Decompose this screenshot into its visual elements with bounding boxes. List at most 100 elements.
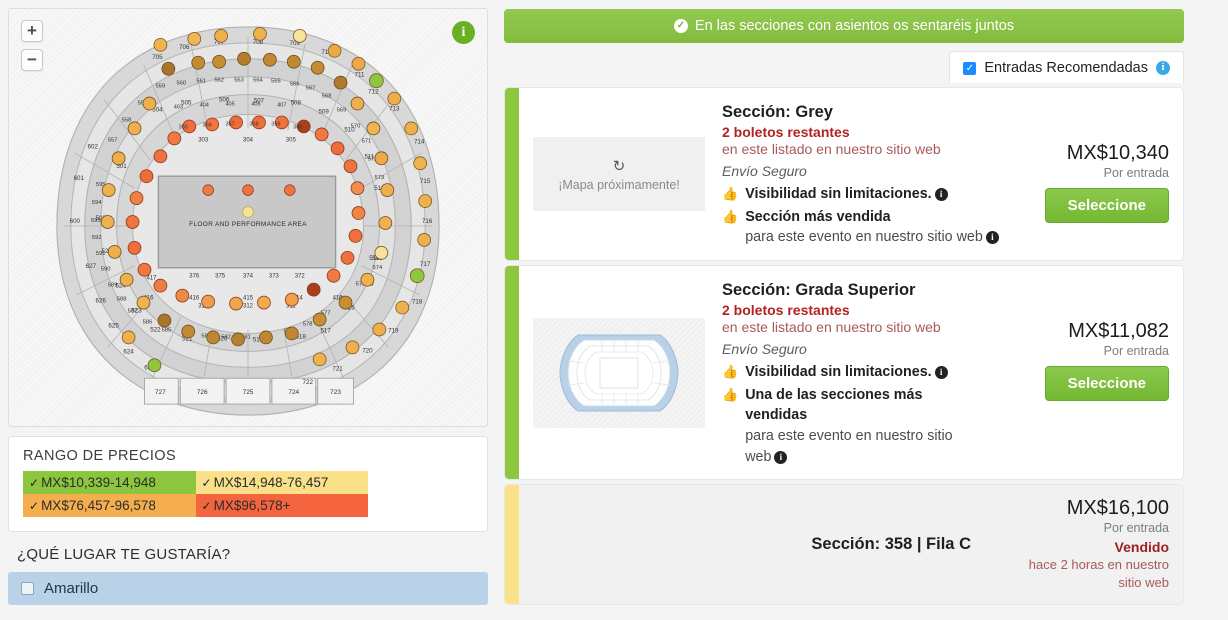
checkbox-checked-icon[interactable]: ✓ (963, 61, 977, 75)
svg-text:521: 521 (182, 335, 193, 342)
svg-text:593: 593 (91, 218, 101, 224)
svg-text:724: 724 (288, 389, 299, 396)
seating-map-graphic[interactable]: FLOOR AND PERFORMANCE AREA 727 726 725 7… (9, 9, 487, 426)
svg-text:415: 415 (243, 296, 254, 302)
svg-text:502: 502 (96, 215, 107, 222)
svg-text:625: 625 (108, 322, 119, 329)
svg-text:716: 716 (422, 218, 433, 225)
seating-map-card[interactable]: + − i (8, 8, 488, 427)
listing-remaining-count: 2 boletos restantes (722, 302, 850, 319)
svg-text:373: 373 (269, 274, 280, 280)
info-icon[interactable]: i (934, 187, 948, 201)
feature-note: para este evento en nuestro sitio web (745, 229, 983, 246)
venue-option-label: Amarillo (44, 580, 99, 597)
svg-text:504: 504 (152, 107, 163, 114)
listing-accent-bar (505, 485, 519, 604)
price-chip-4[interactable]: ✓ MX$96,578+ (195, 494, 368, 517)
svg-text:722: 722 (302, 379, 313, 386)
svg-text:416: 416 (189, 296, 200, 302)
svg-text:595: 595 (96, 182, 106, 188)
price-chip-4-label: MX$96,578+ (213, 498, 291, 513)
sold-listing-section: Sección: 358 | Fila C (811, 535, 971, 554)
listing-body: Sección: Grada Superior 2 boletos restan… (519, 266, 1183, 479)
svg-text:305: 305 (286, 137, 297, 143)
svg-text:568: 568 (322, 94, 332, 100)
svg-text:406: 406 (251, 102, 260, 108)
svg-text:508: 508 (291, 100, 302, 107)
listing-price-unit: Por entrada (1103, 344, 1169, 359)
thumbs-up-icon: 👍 (722, 185, 739, 201)
zoom-out-button[interactable]: − (21, 49, 43, 71)
svg-text:517: 517 (320, 327, 331, 334)
recommended-tickets-toggle[interactable]: ✓ Entradas Recomendadas i (949, 51, 1184, 83)
info-icon[interactable]: i (774, 450, 788, 464)
ticket-listing-row[interactable]: Sección: Grada Superior 2 boletos restan… (504, 265, 1184, 481)
svg-text:718: 718 (412, 299, 423, 306)
zoom-in-button[interactable]: + (21, 20, 43, 42)
recommended-tickets-label: Entradas Recomendadas (984, 60, 1148, 76)
svg-text:405: 405 (225, 102, 234, 108)
svg-text:312: 312 (243, 304, 254, 310)
svg-text:525: 525 (102, 248, 113, 255)
svg-text:511: 511 (365, 153, 375, 160)
svg-text:725: 725 (243, 389, 254, 396)
price-chip-2[interactable]: ✓ MX$14,948-76,457 (195, 471, 368, 494)
svg-text:510: 510 (344, 126, 355, 133)
svg-text:626: 626 (95, 298, 106, 305)
listing-feature-text: Sección más vendida para este evento en n… (745, 207, 999, 248)
price-chip-1-label: MX$10,339-14,948 (41, 475, 156, 490)
svg-text:512: 512 (374, 185, 385, 192)
feature-label: Sección más vendida (745, 208, 891, 225)
price-chip-grid: ✓ MX$10,339-14,948 ✓ MX$14,948-76,457 ✓ … (23, 471, 368, 517)
svg-text:594: 594 (92, 200, 102, 206)
svg-text:709: 709 (290, 40, 301, 47)
svg-text:403: 403 (174, 105, 183, 111)
seating-together-banner: ✓ En las secciones con asientos os senta… (504, 9, 1184, 43)
price-chip-1[interactable]: ✓ MX$10,339-14,948 (23, 471, 196, 494)
svg-text:600: 600 (70, 218, 81, 225)
svg-text:570: 570 (351, 123, 361, 129)
svg-text:507: 507 (254, 98, 265, 105)
svg-text:372: 372 (295, 274, 306, 280)
checkbox-icon[interactable] (21, 582, 34, 595)
listing-feature-text: Visibilidad sin limitaciones. i (745, 184, 948, 205)
listing-section-title: Sección: Grey (722, 103, 833, 121)
info-icon[interactable]: i (985, 231, 999, 245)
listing-shipping: Envío Seguro (722, 340, 807, 357)
svg-text:572: 572 (368, 156, 378, 162)
listing-section-title: Sección: Grada Superior (722, 281, 916, 300)
svg-text:714: 714 (414, 138, 425, 145)
left-panel: + − i (0, 0, 496, 620)
feature-note: para este evento en nuestro sitio web (745, 428, 953, 465)
svg-text:564: 564 (253, 78, 263, 84)
svg-text:375: 375 (215, 274, 226, 280)
svg-text:560: 560 (177, 81, 187, 87)
info-icon[interactable]: i (934, 365, 948, 379)
venue-option-amarillo[interactable]: Amarillo (8, 572, 488, 605)
select-button[interactable]: Seleccione (1044, 366, 1169, 402)
svg-text:509: 509 (318, 108, 329, 115)
ticket-listing-row[interactable]: ↻ ¡Mapa próximamente! Sección: Grey 2 bo… (504, 87, 1184, 262)
svg-text:713: 713 (389, 106, 400, 113)
price-chip-3[interactable]: ✓ MX$76,457-96,578 (23, 494, 196, 517)
select-button[interactable]: Seleccione (1044, 188, 1169, 223)
svg-text:304: 304 (243, 137, 254, 143)
svg-text:705: 705 (152, 54, 163, 61)
svg-text:FLOOR AND PERFORMANCE AREA: FLOOR AND PERFORMANCE AREA (189, 221, 307, 228)
svg-text:624: 624 (123, 348, 134, 355)
listing-feature: 👍 Visibilidad sin limitaciones. i (722, 362, 1019, 383)
thumbs-up-icon: 👍 (722, 208, 739, 224)
svg-text:506: 506 (219, 97, 230, 104)
thumbnail-caption: ¡Mapa próximamente! (558, 177, 680, 192)
svg-text:582: 582 (221, 334, 231, 340)
info-icon[interactable]: i (1156, 61, 1170, 75)
svg-text:591: 591 (96, 251, 106, 257)
svg-text:516: 516 (344, 305, 355, 312)
svg-text:514: 514 (369, 255, 380, 262)
svg-text:562: 562 (214, 78, 224, 84)
svg-text:723: 723 (330, 389, 341, 396)
listing-price: MX$11,082 (1068, 320, 1169, 343)
map-info-icon[interactable]: i (452, 21, 475, 44)
listing-thumbnail-placeholder: ↻ ¡Mapa próximamente! (533, 137, 705, 211)
refresh-icon: ↻ (612, 157, 626, 175)
